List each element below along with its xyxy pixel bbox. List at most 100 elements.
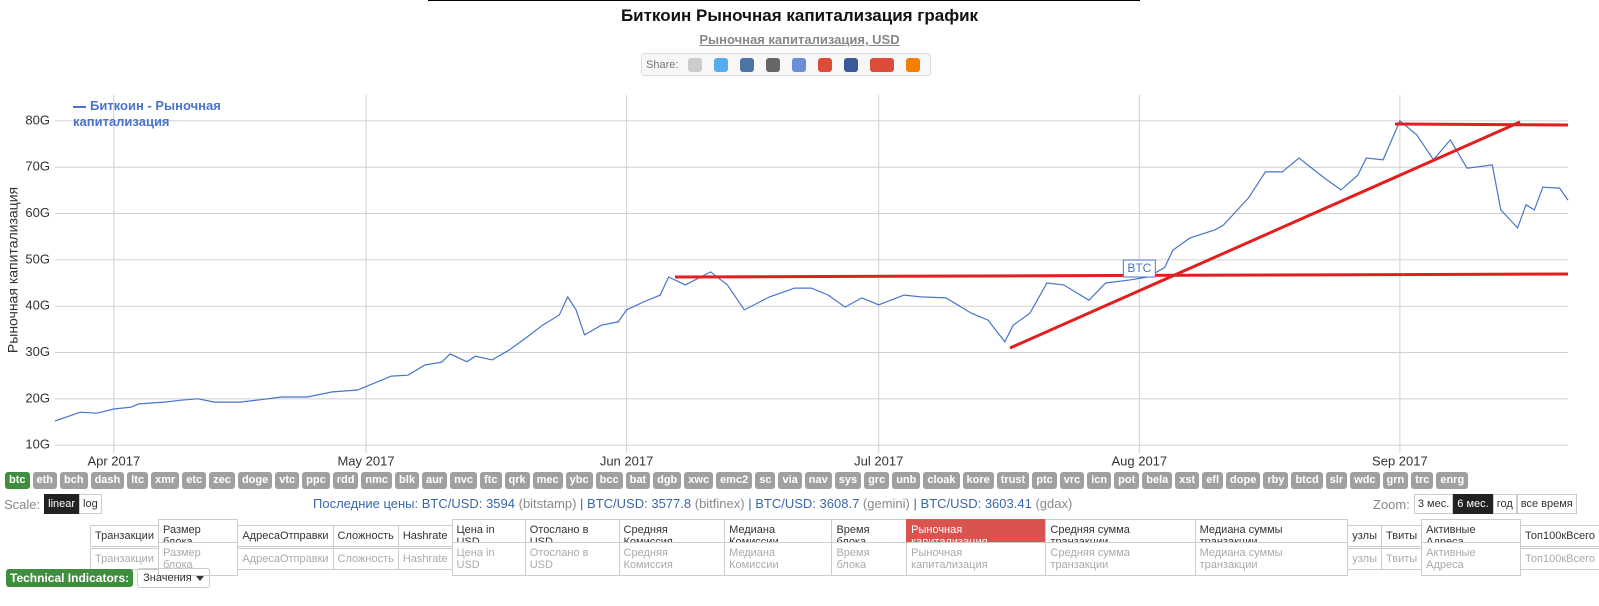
- metric-tab[interactable]: Сложность: [332, 548, 399, 570]
- metric-tab[interactable]: Средняя сумма транзакции: [1045, 542, 1196, 576]
- subtitle-link[interactable]: Рыночная капитализация, USD: [699, 32, 900, 47]
- coin-button[interactable]: aur: [421, 472, 448, 489]
- zoom-option[interactable]: 3 мес.: [1413, 494, 1454, 514]
- share-reddit[interactable]: [688, 57, 703, 72]
- metric-tab[interactable]: Цена in USD: [451, 542, 526, 576]
- metric-tab[interactable]: Сложность: [332, 525, 399, 547]
- coin-button[interactable]: rby: [1263, 472, 1289, 489]
- share-gplus[interactable]: [818, 57, 833, 72]
- metric-tab[interactable]: Отослано в USD: [524, 542, 620, 576]
- share-vk[interactable]: [740, 57, 755, 72]
- coin-button[interactable]: nav: [804, 472, 832, 489]
- coin-button[interactable]: dope: [1226, 472, 1261, 489]
- coin-button[interactable]: unb: [892, 472, 921, 489]
- coin-button[interactable]: enrg: [1436, 472, 1469, 489]
- coin-button[interactable]: via: [778, 472, 802, 489]
- coin-button[interactable]: ftc: [480, 472, 502, 489]
- metric-tab[interactable]: Твиты: [1381, 548, 1423, 570]
- coin-button[interactable]: emc2: [716, 472, 753, 489]
- metric-tab[interactable]: АдресаОтправки: [237, 525, 334, 547]
- coin-button[interactable]: sc: [755, 472, 776, 489]
- coin-button[interactable]: xmr: [151, 472, 180, 489]
- coin-button[interactable]: ybc: [565, 472, 593, 489]
- coin-button[interactable]: eth: [32, 472, 57, 489]
- metric-tab[interactable]: Активные Адреса: [1421, 542, 1522, 576]
- coin-button[interactable]: kore: [962, 472, 994, 489]
- coin-button[interactable]: ptc: [1032, 472, 1057, 489]
- metric-tab[interactable]: Твиты: [1381, 525, 1423, 547]
- trend-line: [1394, 122, 1569, 127]
- coin-button[interactable]: bat: [625, 472, 651, 489]
- price-separator: |: [748, 496, 752, 511]
- page-title: Биткоин Рыночная капитализация график: [620, 6, 979, 25]
- coin-button[interactable]: trc: [1411, 472, 1434, 489]
- latest-prices: Последние цены: BTC/USD: 3594 (bitstamp)…: [313, 496, 1072, 511]
- coin-button[interactable]: vtc: [275, 472, 300, 489]
- zoom-option[interactable]: 6 мес.: [1453, 494, 1493, 514]
- indicators-dropdown[interactable]: Значения: [137, 568, 210, 588]
- share-facebook[interactable]: [844, 57, 859, 72]
- metric-tab[interactable]: Рыночная капитализация: [906, 542, 1047, 576]
- metric-tab[interactable]: Топ100кВсего: [1520, 548, 1599, 570]
- coin-button[interactable]: grn: [1382, 472, 1409, 489]
- zoom-option[interactable]: год: [1492, 494, 1517, 514]
- legend-label[interactable]: Биткоин - Рыночная капитализация: [73, 98, 221, 129]
- metric-tab[interactable]: узлы: [1347, 525, 1382, 547]
- coin-button[interactable]: efl: [1202, 472, 1224, 489]
- coin-button[interactable]: icn: [1087, 472, 1112, 489]
- scale-option[interactable]: linear: [44, 494, 80, 514]
- coin-button[interactable]: btcd: [1291, 472, 1323, 489]
- metric-tab[interactable]: Hashrate: [397, 548, 453, 570]
- coin-button[interactable]: vrc: [1059, 472, 1085, 489]
- legend: Биткоин - Рыночная капитализация: [73, 98, 248, 130]
- zoom-option[interactable]: все время: [1516, 494, 1577, 514]
- coin-button[interactable]: dgb: [653, 472, 682, 489]
- coin-button[interactable]: mec: [532, 472, 563, 489]
- metric-tab[interactable]: Транзакции: [90, 548, 159, 570]
- metric-tab[interactable]: Время блока: [831, 542, 908, 576]
- coin-button[interactable]: nmc: [361, 472, 393, 489]
- metric-tab[interactable]: Медиана суммы транзакции: [1194, 542, 1349, 576]
- coin-button[interactable]: trust: [996, 472, 1030, 489]
- metric-tab[interactable]: Размер блока: [157, 542, 239, 576]
- share-plusone[interactable]: [870, 57, 895, 72]
- x-tick-label: Aug 2017: [1111, 453, 1167, 468]
- scale-option[interactable]: log: [79, 494, 102, 514]
- coin-button[interactable]: cloak: [923, 472, 960, 489]
- metric-tab[interactable]: АдресаОтправки: [237, 548, 334, 570]
- coin-button[interactable]: qrk: [504, 472, 530, 489]
- metric-tab[interactable]: Медиана Комиссии: [724, 542, 833, 576]
- coin-button[interactable]: dash: [90, 472, 125, 489]
- coin-button[interactable]: bch: [60, 472, 88, 489]
- metric-tab[interactable]: Транзакции: [90, 525, 159, 547]
- coin-button[interactable]: wdc: [1350, 472, 1380, 489]
- coin-button[interactable]: grc: [864, 472, 890, 489]
- coin-buttons: btc eth bch dash ltc xmr etc zec doge vtc ppc rdd nm…: [5, 472, 1471, 489]
- metric-tab[interactable]: Средняя Комиссия: [618, 542, 726, 576]
- share-like[interactable]: [792, 57, 807, 72]
- flag-label: BTC: [1127, 261, 1151, 275]
- coin-button[interactable]: xst: [1175, 472, 1200, 489]
- coin-button[interactable]: sys: [834, 472, 862, 489]
- coin-button[interactable]: zec: [209, 472, 235, 489]
- share-blogger[interactable]: [906, 57, 921, 72]
- y-tick-label: 20G: [25, 390, 50, 405]
- coin-button[interactable]: rdd: [332, 472, 359, 489]
- coin-button[interactable]: nvc: [450, 472, 478, 489]
- coin-button[interactable]: bela: [1142, 472, 1173, 489]
- coin-button[interactable]: ltc: [127, 472, 149, 489]
- flag[interactable]: BTC: [1122, 259, 1156, 278]
- coin-button[interactable]: pot: [1114, 472, 1140, 489]
- coin-button[interactable]: bcc: [595, 472, 623, 489]
- coin-button[interactable]: slr: [1325, 472, 1348, 489]
- coin-button[interactable]: ppc: [302, 472, 330, 489]
- coin-button[interactable]: xwc: [684, 472, 714, 489]
- metric-tab[interactable]: узлы: [1347, 548, 1382, 570]
- share-twitter[interactable]: [714, 57, 729, 72]
- coin-button[interactable]: etc: [182, 472, 207, 489]
- share-weibo[interactable]: [766, 57, 781, 72]
- coin-button[interactable]: doge: [237, 472, 273, 489]
- coin-button[interactable]: btc: [5, 472, 30, 489]
- metric-tab[interactable]: Топ100кВсего: [1520, 525, 1599, 547]
- coin-button[interactable]: blk: [395, 472, 419, 489]
